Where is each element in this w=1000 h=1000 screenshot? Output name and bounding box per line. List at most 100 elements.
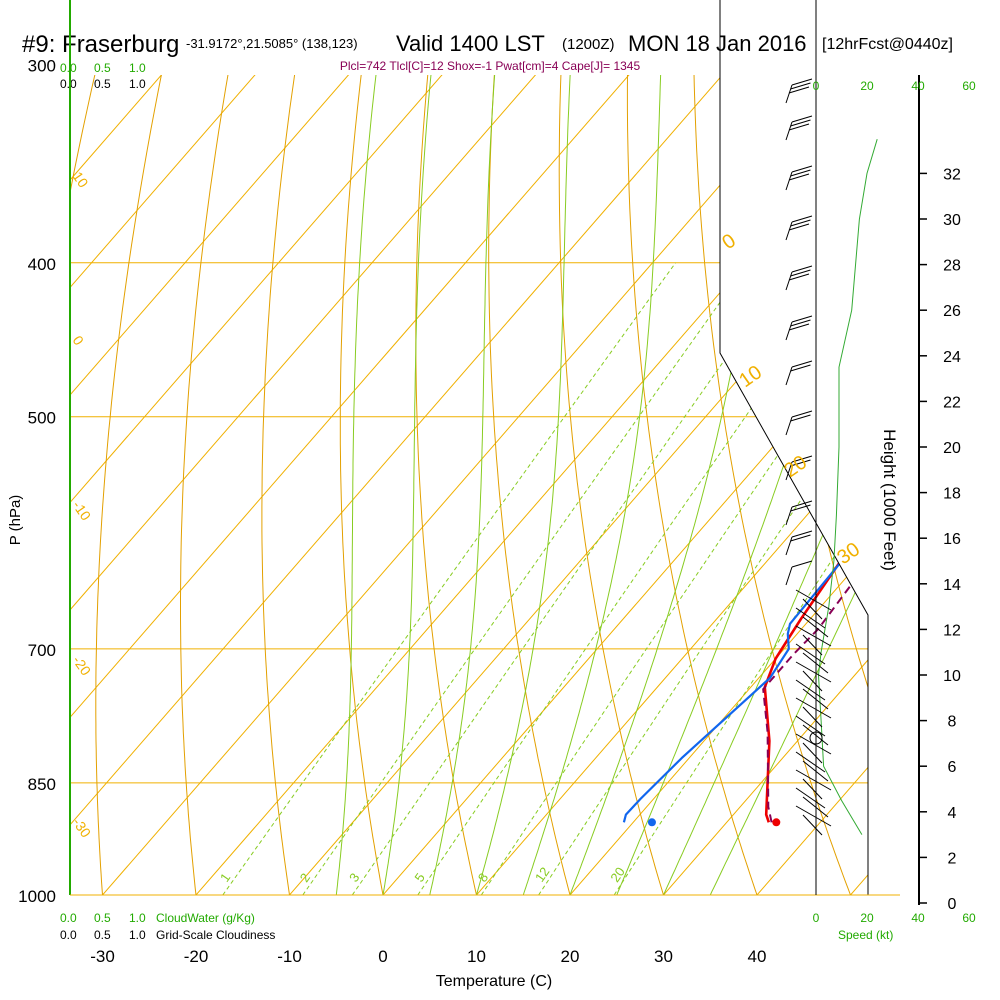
wind-barb <box>795 661 832 683</box>
wind-barb-flag <box>790 119 811 127</box>
wind-barb-flag <box>790 414 811 422</box>
wind-barb <box>795 697 832 719</box>
wind-barb <box>802 598 823 620</box>
dry-adiabat-line <box>95 75 232 895</box>
sounding-profiles <box>622 75 868 823</box>
wind-barb <box>802 706 823 728</box>
mixing-ratio-line <box>538 262 868 895</box>
wind-barb-flag <box>788 173 810 181</box>
wind-barb <box>795 625 832 647</box>
dewpoint-profile <box>622 75 868 823</box>
pressure-tick-label: 400 <box>28 255 56 274</box>
isotherm-label: 10 <box>70 169 92 191</box>
wind-barb-flag <box>788 273 810 281</box>
wind-barb <box>795 769 832 791</box>
isotherm-line <box>70 75 681 895</box>
isotherm-label: -30 <box>70 815 95 841</box>
mixing-ratio-label: 12 <box>532 864 553 884</box>
dry-adiabat-label: 0 <box>718 230 740 254</box>
wind-barb-flag <box>791 500 813 508</box>
speed-tick-top: 0 <box>813 79 820 93</box>
moist-adiabat-line <box>335 75 396 895</box>
wind-barb <box>795 751 826 773</box>
wind-barb-flag <box>791 215 813 223</box>
zulu-time: (1200Z) <box>562 36 615 53</box>
cloudiness-bottom-1: 0.5 <box>94 928 111 942</box>
stability-indices: Plcl=742 Tlcl[C]=12 Shox=-1 Pwat[cm]=4 C… <box>340 59 641 73</box>
isotherm-line <box>70 75 868 895</box>
dry-adiabat-line <box>180 75 291 895</box>
temperature-tick-label: -30 <box>90 947 115 966</box>
isotherm-line <box>70 75 868 895</box>
dry-adiabat-line <box>339 75 409 895</box>
wind-barb <box>785 416 793 436</box>
dry-adiabat-line <box>415 75 485 895</box>
temperature-tick-label: -10 <box>277 947 302 966</box>
moist-adiabat-line <box>382 75 448 895</box>
dry-adiabat-line <box>626 75 770 895</box>
temperature-profile <box>763 75 868 823</box>
dry-adiabat-line <box>70 75 173 895</box>
moist-adiabat-line <box>522 75 668 895</box>
dry-adiabat-line <box>261 75 350 895</box>
wind-barb <box>802 652 829 674</box>
wind-barb-flag <box>788 86 810 94</box>
x-axis-label: Temperature (C) <box>436 973 552 990</box>
pressure-tick-label: 1000 <box>18 887 56 906</box>
pressure-tick-label: 500 <box>28 409 56 428</box>
wind-barb-flag <box>791 560 813 568</box>
temperature-surface-marker <box>772 818 781 827</box>
mixing-ratio-line <box>222 262 677 895</box>
speed-tick-bottom: 40 <box>911 911 925 925</box>
isotherm-label: -10 <box>70 498 95 524</box>
wind-barb-flag <box>790 459 811 467</box>
isotherm-line <box>569 75 868 895</box>
wind-barb <box>802 814 823 836</box>
temperature-tick-label: 40 <box>748 947 767 966</box>
wind-barb <box>802 742 823 764</box>
pressure-tick-label: 700 <box>28 641 56 660</box>
height-tick-label: 32 <box>943 166 961 183</box>
wind-barb-flag <box>791 165 813 173</box>
wind-barb <box>795 715 826 737</box>
cloudwater-bottom-1: 0.5 <box>94 911 111 925</box>
height-tick-label: 18 <box>943 486 961 503</box>
height-tick-label: 22 <box>943 394 961 411</box>
wind-barb <box>785 536 793 556</box>
dry-adiabat-line <box>939 0 1000 929</box>
wind-barb <box>785 366 793 386</box>
wind-barb <box>785 171 793 191</box>
isotherm-line <box>70 75 868 895</box>
dry-adiabat-line <box>558 75 675 895</box>
speed-tick-bottom: 60 <box>962 911 976 925</box>
isotherm-line <box>102 75 868 895</box>
wind-barb <box>795 643 826 665</box>
moist-adiabat-line <box>616 75 868 895</box>
diagram-grid <box>70 0 1000 929</box>
wind-barb-flag <box>788 223 810 231</box>
cloudiness-bottom-0: 0.0 <box>60 928 77 942</box>
cloudiness-label: Grid-Scale Cloudiness <box>156 928 275 942</box>
wind-barb-flag <box>791 360 813 368</box>
wind-barb <box>802 724 829 746</box>
wind-barb <box>795 805 832 827</box>
wind-barb-flag <box>790 219 811 227</box>
wind-barb <box>785 221 793 241</box>
height-tick-label: 30 <box>943 212 961 229</box>
dry-adiabat-label: 20 <box>780 451 811 482</box>
station-title: #9: Fraserburg <box>22 31 179 58</box>
speed-label: Speed (kt) <box>838 928 893 942</box>
cloudwater-label: CloudWater (g/Kg) <box>156 911 255 925</box>
wind-barb-flag <box>791 455 813 463</box>
mixing-ratio-line <box>417 262 853 895</box>
wind-barb <box>785 321 793 341</box>
isotherm-line <box>70 75 775 895</box>
station-location: -31.9172°,21.5085° (138,123) <box>186 36 358 51</box>
wind-barb-flag <box>791 315 813 323</box>
plot-frame <box>69 0 900 896</box>
speed-tick-bottom: 0 <box>813 911 820 925</box>
wind-barb-flag <box>788 123 810 131</box>
mixing-ratio-line <box>351 262 794 895</box>
wind-barb <box>785 121 793 141</box>
wind-barb <box>785 566 793 586</box>
